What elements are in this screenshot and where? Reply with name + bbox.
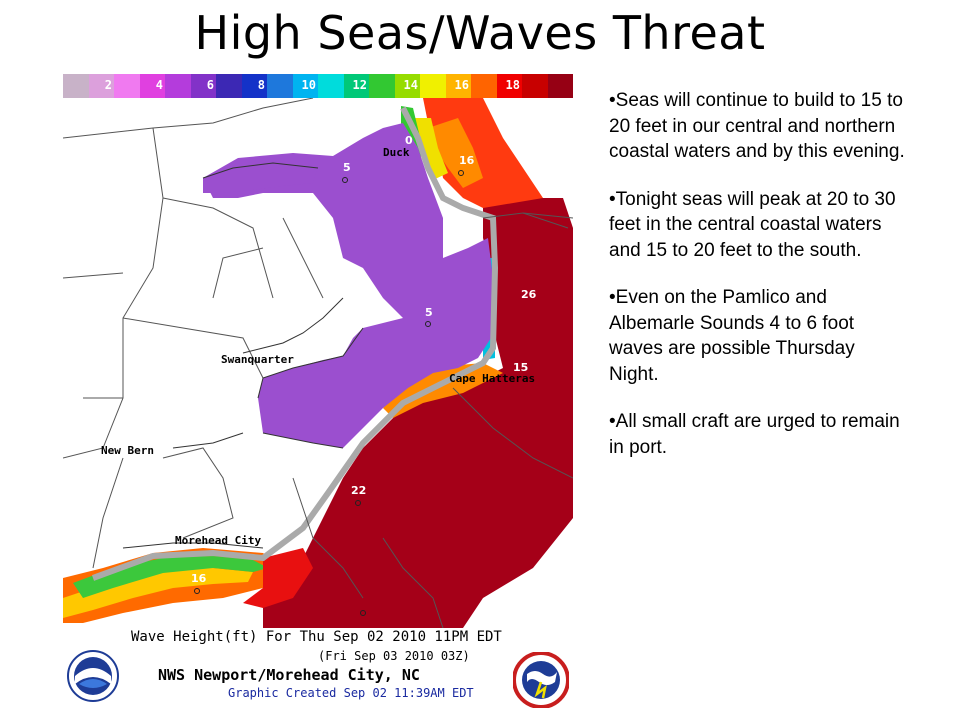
caption-utc-time: (Fri Sep 03 2010 03Z): [318, 649, 470, 663]
colorbar-segment: [471, 74, 497, 98]
wave-value-central-sound: 5: [425, 306, 433, 319]
wave-value-onslow: 16: [191, 572, 207, 585]
hatteras-band: [383, 363, 503, 418]
colorbar-segment: [522, 74, 548, 98]
caption-office: NWS Newport/Morehead City, NC: [158, 666, 420, 684]
place-label-new-bern: New Bern: [101, 444, 154, 457]
pamlico-sound: [203, 123, 493, 448]
bullet-item: •Tonight seas will peak at 20 to 30 feet…: [609, 188, 896, 261]
colorbar-segment: 2: [88, 74, 114, 98]
wave-value-central-ocean: 26: [521, 288, 537, 301]
wave-map-graphic: Duck Swanquarter New Bern Cape Hatteras …: [63, 98, 573, 628]
bullet-item: •Seas will continue to build to 15 to 20…: [609, 90, 905, 162]
albemarle-sound: [203, 163, 318, 193]
wave-value-hatteras: 15: [513, 361, 528, 374]
ocean-north-orange: [428, 118, 483, 188]
nws-logo: [513, 652, 569, 708]
colorbar-tick-label: 2: [104, 78, 112, 92]
wave-value-north-ocean: 16: [459, 154, 475, 167]
wave-height-map: 2 4 6 8 10 12 14 16 18: [63, 74, 573, 708]
colorbar-segment: [547, 74, 573, 98]
place-label-cape-hatteras: Cape Hatteras: [449, 372, 535, 385]
colorbar-segment: 8: [241, 74, 267, 98]
place-label-morehead-city: Morehead City: [175, 534, 261, 547]
county-boundaries: [63, 98, 573, 628]
colorbar-tick-label: 18: [505, 78, 520, 92]
colorbar-tick-label: 10: [301, 78, 316, 92]
colorbar-segment: [420, 74, 446, 98]
colorbar-segment: 12: [343, 74, 369, 98]
colorbar-segment: [318, 74, 344, 98]
colorbar-segment: 4: [139, 74, 165, 98]
colorbar-segment: 16: [445, 74, 471, 98]
colorbar-tick-label: 16: [454, 78, 469, 92]
colorbar-tick-label: 12: [352, 78, 367, 92]
colorbar-tick-label: 14: [403, 78, 418, 92]
caption-created: Graphic Created Sep 02 11:39AM EDT: [228, 686, 474, 700]
wave-value-north-inlet: 0: [405, 134, 413, 147]
colorbar-segment: 6: [190, 74, 216, 98]
colorbar-tick-label: 8: [257, 78, 265, 92]
colorbar-segment: [369, 74, 395, 98]
colorbar-segment: [165, 74, 191, 98]
colorbar-segment: [63, 74, 89, 98]
place-label-swanquarter: Swanquarter: [221, 353, 294, 366]
wave-value-south-ocean: 22: [351, 484, 366, 497]
colorbar-segment: [216, 74, 242, 98]
bullet-item: •All small craft are urged to remain in …: [609, 411, 900, 458]
colorbar-segment: [114, 74, 140, 98]
colorbar-tick-label: 4: [155, 78, 163, 92]
colorbar-tick-label: 6: [206, 78, 214, 92]
caption-wave-height: Wave Height(ft) For Thu Sep 02 2010 11PM…: [131, 629, 502, 645]
colorbar-segment: 18: [496, 74, 522, 98]
colorbar-segment: [267, 74, 293, 98]
onslow-red: [243, 548, 313, 608]
colorbar-segment: 14: [394, 74, 420, 98]
noaa-logo: [67, 650, 119, 702]
wave-height-colorbar: 2 4 6 8 10 12 14 16 18: [63, 74, 573, 98]
onslow-yellow: [63, 568, 253, 618]
coastline-details: [122, 162, 364, 549]
wave-value-north-sound: 5: [343, 161, 351, 174]
place-label-duck: Duck: [383, 146, 410, 159]
slide-title: High Seas/Waves Threat: [194, 6, 766, 60]
shoreline-outer-banks: [91, 106, 499, 581]
buoy-markers: [194, 170, 464, 616]
bullet-item: •Even on the Pamlico and Albemarle Sound…: [609, 287, 855, 385]
colorbar-segment: 10: [292, 74, 318, 98]
bullet-list: •Seas will continue to build to 15 to 20…: [609, 88, 909, 482]
